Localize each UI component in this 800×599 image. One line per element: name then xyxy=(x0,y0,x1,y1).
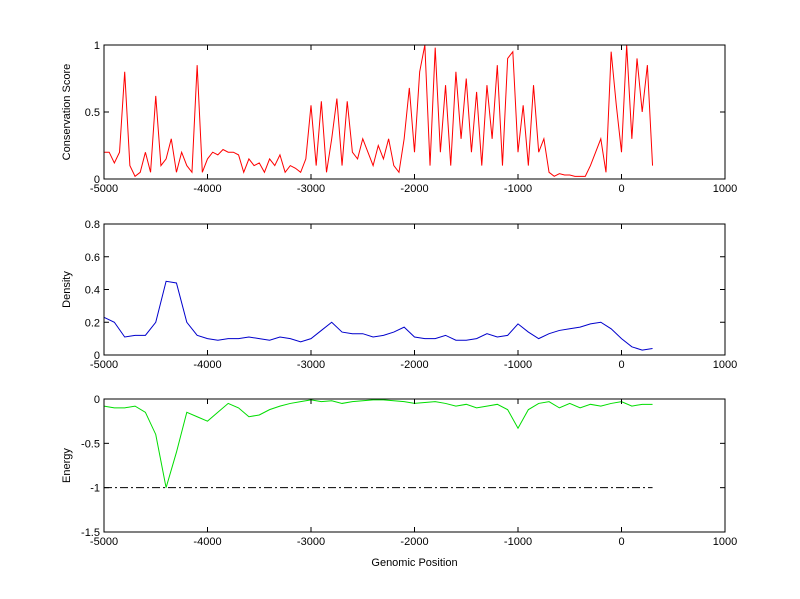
x-tick-label: -1000 xyxy=(504,536,532,548)
y-tick-label: -1.5 xyxy=(81,527,100,539)
x-tick-label: -5000 xyxy=(90,183,118,195)
x-tick-label: -3000 xyxy=(297,183,325,195)
y-axis-label: Density xyxy=(61,271,73,308)
x-tick-label: -2000 xyxy=(400,183,428,195)
series-line xyxy=(103,399,653,488)
y-tick-label: -0.5 xyxy=(81,438,100,450)
x-tick-label: -2000 xyxy=(400,359,428,371)
x-tick-label: 1000 xyxy=(713,183,737,195)
y-tick-label: 0 xyxy=(94,174,100,186)
x-tick-label: -1000 xyxy=(504,183,532,195)
x-tick-label: -3000 xyxy=(297,536,325,548)
y-tick-label: 0.4 xyxy=(85,285,100,297)
plot-area xyxy=(104,45,725,179)
y-tick-label: 0.6 xyxy=(85,252,100,264)
x-tick-label: -2000 xyxy=(400,536,428,548)
y-tick-label: 0.8 xyxy=(85,219,100,231)
y-tick-label: 0 xyxy=(94,350,100,362)
x-tick-label: 0 xyxy=(618,536,624,548)
y-tick-label: -1 xyxy=(90,483,100,495)
x-tick-label: -4000 xyxy=(193,536,221,548)
x-tick-label: 1000 xyxy=(713,359,737,371)
y-axis-label: Conservation Score xyxy=(61,64,73,161)
x-tick-label: -1000 xyxy=(504,359,532,371)
plot-area xyxy=(104,224,725,355)
y-tick-label: 1 xyxy=(94,40,100,52)
x-tick-label: -4000 xyxy=(193,359,221,371)
x-tick-label: -5000 xyxy=(90,536,118,548)
series-line xyxy=(104,44,654,178)
x-tick-label: 0 xyxy=(618,359,624,371)
x-tick-label: -3000 xyxy=(297,359,325,371)
y-tick-label: 0 xyxy=(94,394,100,406)
y-tick-label: 0.2 xyxy=(85,317,100,329)
plot-area xyxy=(104,399,725,532)
x-axis-label: Genomic Position xyxy=(371,557,457,569)
y-tick-label: 0.5 xyxy=(85,107,100,119)
y-axis-label: Energy xyxy=(61,448,73,483)
x-tick-label: -4000 xyxy=(193,183,221,195)
x-tick-label: 1000 xyxy=(713,536,737,548)
x-tick-label: -5000 xyxy=(90,359,118,371)
x-tick-label: 0 xyxy=(618,183,624,195)
series-line xyxy=(103,280,653,351)
